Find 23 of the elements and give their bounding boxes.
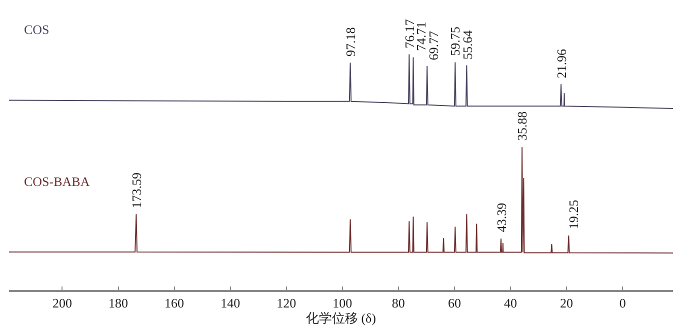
- x-tick-label: 0: [619, 295, 626, 310]
- x-tick-label: 120: [276, 295, 296, 310]
- annotation: 21.96: [554, 48, 569, 78]
- annotation: 55.64: [460, 30, 475, 60]
- annotation: 97.18: [343, 27, 358, 57]
- annotation: 69.77: [426, 30, 442, 60]
- x-tick-label: 140: [220, 295, 240, 310]
- x-tick-label: 20: [560, 295, 574, 310]
- x-tick-label: 60: [448, 295, 461, 310]
- annotation: 59.75: [447, 26, 462, 56]
- annotation: 35.88: [514, 111, 530, 141]
- annotation: 173.59: [129, 172, 144, 208]
- x-tick-label: 160: [164, 295, 184, 310]
- x-axis-title: 化学位移 (δ): [306, 310, 376, 326]
- annotation: 19.25: [566, 200, 582, 230]
- text: COS: [24, 22, 50, 37]
- x-tick-label: 80: [392, 295, 405, 310]
- text: COS-BABA: [24, 174, 90, 189]
- x-tick-label: 200: [52, 295, 72, 310]
- annotation: 43.39: [494, 202, 509, 232]
- x-tick-label: 180: [108, 295, 128, 310]
- x-tick-label: 40: [504, 295, 517, 310]
- x-tick-label: 100: [332, 295, 352, 310]
